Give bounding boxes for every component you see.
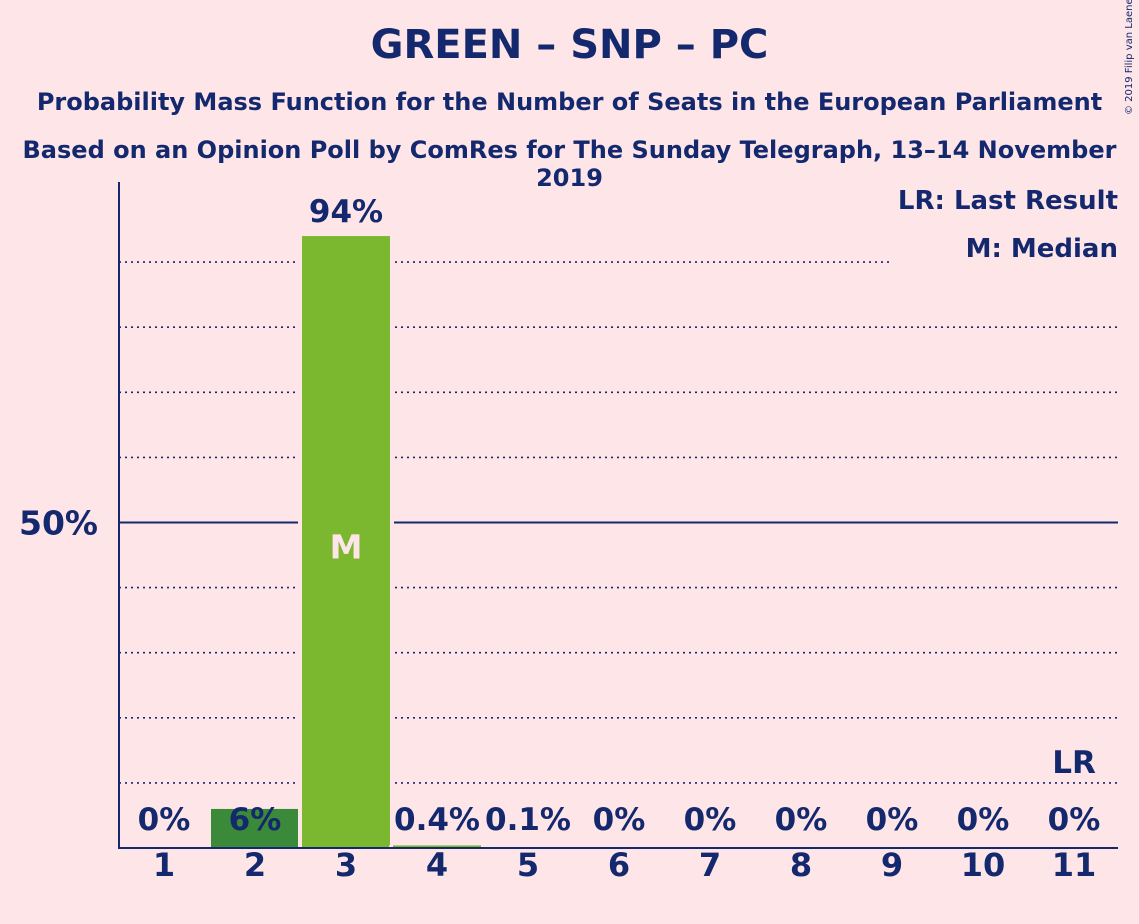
data-label-9: 0%	[866, 802, 919, 838]
data-label-10: 0%	[957, 802, 1010, 838]
data-label-5: 0.1%	[485, 802, 571, 838]
data-labels: 0% 6% 94% M 0.4% 0.1% 0% 0% 0% 0% 0% 0% LR	[138, 194, 1101, 838]
data-label-8: 0%	[775, 802, 828, 838]
data-label-7: 0%	[684, 802, 737, 838]
bar-2	[211, 808, 299, 848]
legend-entry: M: Median	[966, 234, 1118, 264]
x-tick-5: 5	[517, 846, 539, 884]
x-tick-2: 2	[244, 846, 266, 884]
data-label-4: 0.4%	[394, 802, 480, 838]
last-result-marker: LR	[1052, 745, 1096, 781]
x-tick-3: 3	[335, 846, 357, 884]
chart-subtitle: Probability Mass Function for the Number…	[36, 88, 1103, 116]
legend-background	[893, 181, 1118, 221]
x-tick-9: 9	[881, 846, 903, 884]
axes: 50%	[19, 182, 1118, 849]
legend-background	[893, 229, 1118, 269]
legend: LR: Last Result M: Median	[893, 181, 1118, 269]
data-label-1: 0%	[138, 802, 191, 838]
bar-3	[302, 236, 390, 848]
x-tick-4: 4	[426, 846, 448, 884]
x-tick-11: 11	[1052, 846, 1097, 884]
data-label-2: 6%	[229, 802, 282, 838]
x-tick-6: 6	[608, 846, 630, 884]
x-tick-labels: 1 2 3 4 5 6 7 8 9 10 11	[153, 846, 1096, 884]
chart-title: GREEN – SNP – PC	[370, 22, 769, 68]
median-marker: M	[330, 528, 363, 567]
x-tick-1: 1	[153, 846, 175, 884]
data-label-6: 0%	[593, 802, 646, 838]
x-tick-10: 10	[961, 846, 1006, 884]
chart-source: Based on an Opinion Poll by ComRes for T…	[22, 136, 1117, 192]
data-label-3: 94%	[309, 194, 383, 230]
legend-entry: LR: Last Result	[898, 186, 1118, 216]
y-tick-50: 50%	[19, 504, 98, 543]
x-tick-8: 8	[790, 846, 812, 884]
bars	[207, 236, 576, 848]
x-tick-7: 7	[699, 846, 721, 884]
data-label-11: 0%	[1048, 802, 1101, 838]
grid-lines	[119, 261, 1118, 784]
bar-4	[393, 845, 481, 848]
